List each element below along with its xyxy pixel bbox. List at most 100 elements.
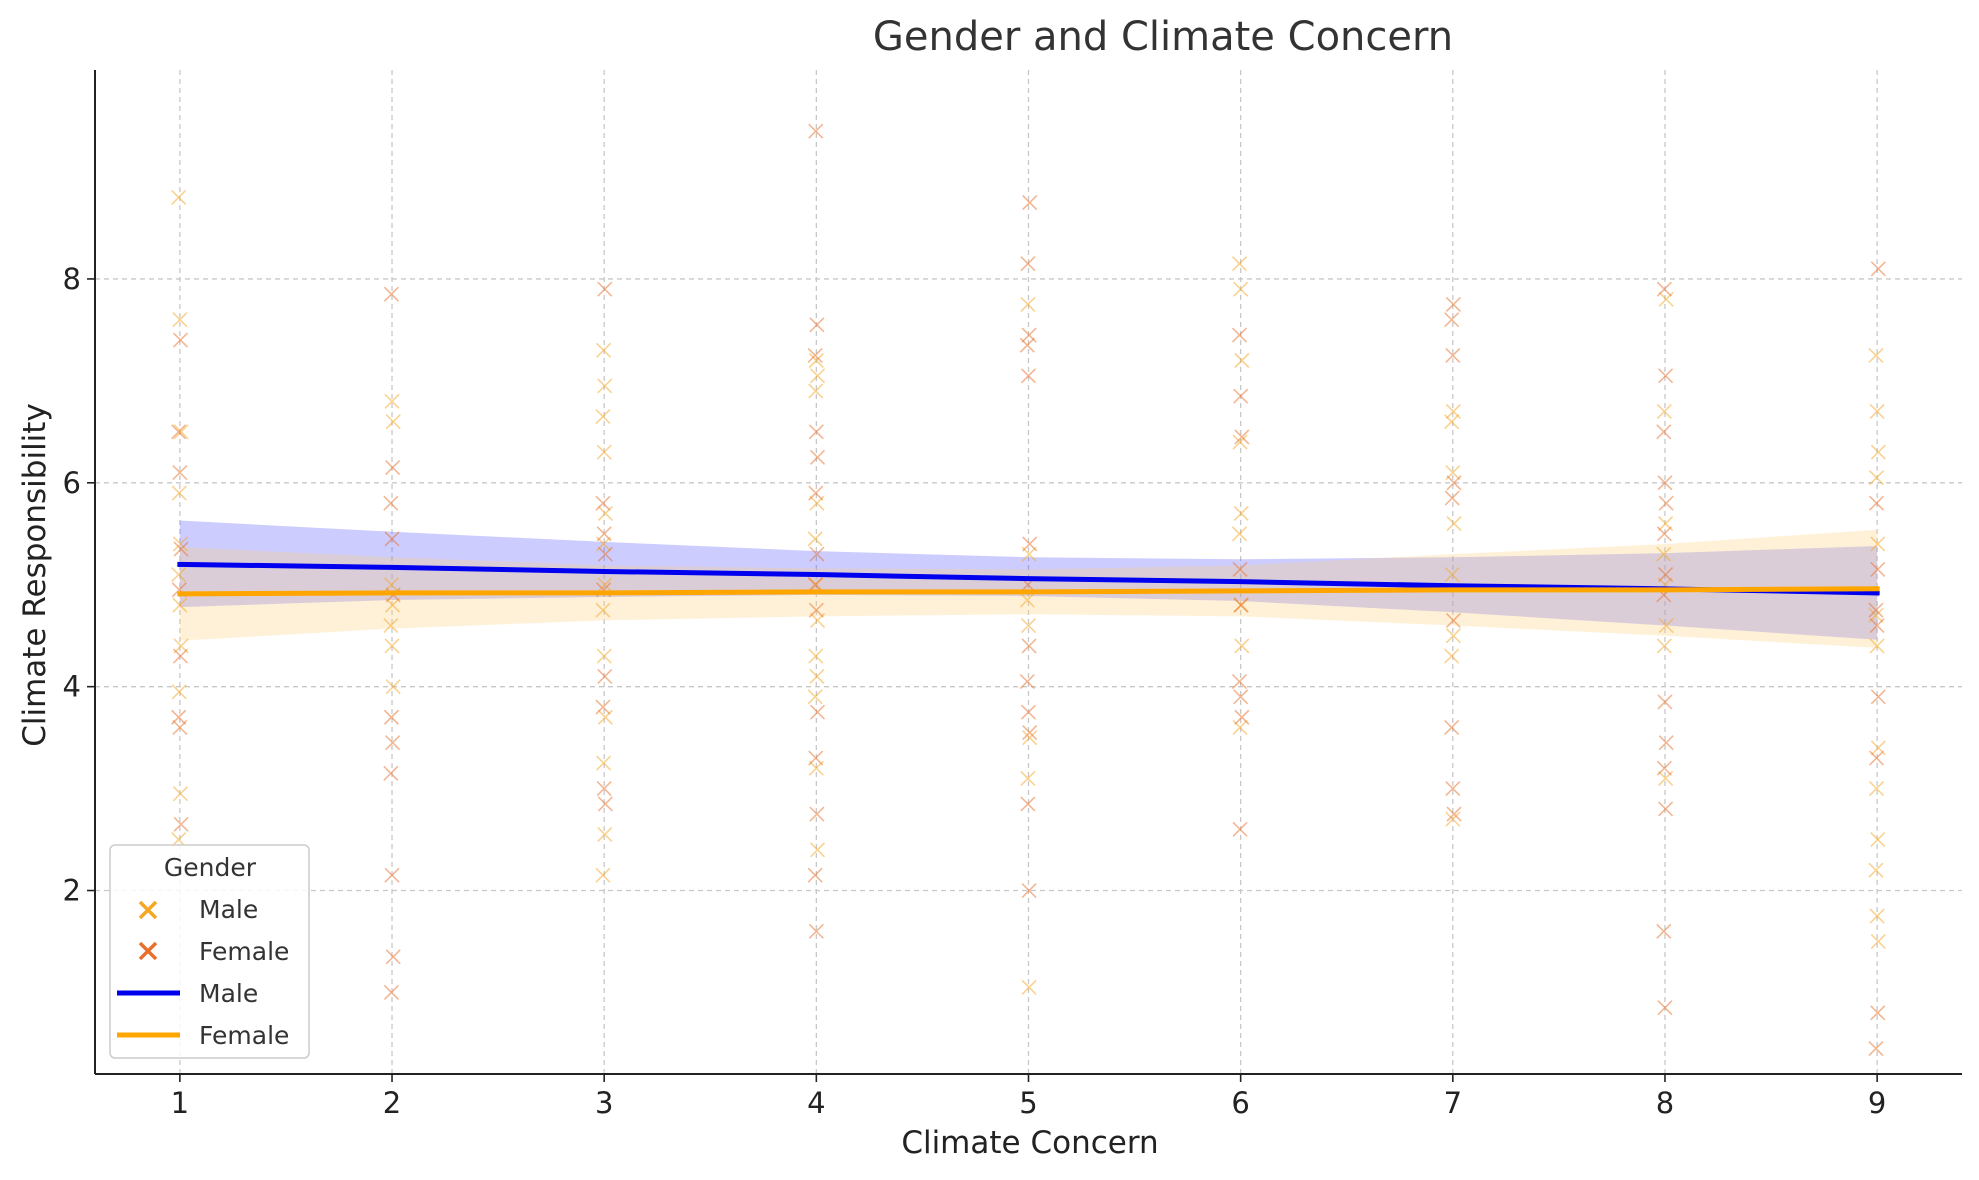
- scatter-point-stroke: [384, 393, 400, 409]
- scatter-point: [1658, 291, 1674, 307]
- scatter-point-stroke: [1870, 561, 1886, 578]
- scatter-point: [808, 383, 824, 399]
- scatter-point: [172, 786, 189, 802]
- scatter-point-stroke: [383, 617, 399, 634]
- scatter-point-stroke: [171, 189, 187, 205]
- scatter-point-stroke: [1656, 424, 1672, 440]
- scatter-point: [596, 648, 612, 664]
- scatter-point-stroke: [173, 816, 189, 832]
- scatter-point: [172, 332, 189, 348]
- scatter-point: [383, 709, 399, 725]
- scatter-point-stroke: [1231, 526, 1248, 542]
- scatter-point-stroke: [1232, 821, 1248, 837]
- scatter-point-stroke: [1020, 796, 1036, 812]
- scatter-point: [1658, 368, 1674, 384]
- scatter-point-stroke: [384, 531, 400, 547]
- scatter-point-stroke: [595, 867, 611, 883]
- scatter-point: [1657, 1000, 1673, 1016]
- scatter-point: [597, 281, 613, 297]
- scatter-point-stroke: [1019, 592, 1035, 608]
- scatter-point: [807, 867, 823, 883]
- scatter-point-stroke: [172, 648, 189, 664]
- scatter-point: [809, 368, 826, 384]
- scatter-point-stroke: [171, 684, 187, 700]
- scatter-point: [1870, 689, 1886, 705]
- scatter-point: [1656, 403, 1672, 420]
- scatter-point-stroke: [808, 383, 824, 399]
- x-tick-label: 1: [171, 1086, 189, 1120]
- y-axis-label: Climate Responsibility: [17, 403, 53, 747]
- scatter-point-stroke: [1870, 1005, 1886, 1021]
- scatter-point-stroke: [1022, 194, 1038, 211]
- legend-label-female-marker: Female: [199, 937, 289, 966]
- y-tick-label: 2: [63, 874, 81, 908]
- scatter-point: [1870, 536, 1886, 552]
- scatter-point-stroke: [1868, 495, 1885, 511]
- scatter-point-stroke: [1658, 801, 1674, 817]
- scatter-point-stroke: [1234, 429, 1250, 445]
- scatter-point: [172, 465, 188, 481]
- scatter-point-stroke: [809, 806, 825, 822]
- scatter-point-stroke: [172, 786, 189, 802]
- scatter-point: [595, 699, 611, 715]
- scatter-point-stroke: [1231, 327, 1248, 343]
- scatter-point: [384, 393, 400, 409]
- scatter-point-stroke: [171, 566, 187, 583]
- scatter-point-stroke: [1868, 470, 1885, 486]
- scatter-point-stroke: [1658, 566, 1674, 583]
- scatter-point: [809, 704, 826, 720]
- scatter-point-stroke: [1234, 709, 1250, 725]
- scatter-point: [597, 826, 613, 843]
- scatter-point-stroke: [1022, 730, 1038, 746]
- scatter-point: [1021, 327, 1037, 343]
- scatter-point-stroke: [1233, 689, 1249, 705]
- scatter-point-stroke: [807, 531, 823, 547]
- scatter-point-stroke: [808, 602, 824, 618]
- scatter-point: [1868, 347, 1884, 363]
- scatter-point: [1869, 403, 1885, 420]
- scatter-point: [1445, 628, 1461, 644]
- x-tick-label: 6: [1231, 1086, 1249, 1120]
- scatter-point: [596, 526, 612, 542]
- scatter-point-stroke: [597, 796, 613, 812]
- scatter-point-stroke: [1656, 760, 1672, 776]
- scatter-point: [597, 709, 613, 725]
- scatter-point: [596, 342, 612, 358]
- scatter-point-stroke: [1445, 781, 1461, 797]
- scatter-point-stroke: [1868, 781, 1885, 797]
- scatter-point: [1022, 730, 1038, 746]
- scatter-point-stroke: [808, 750, 824, 766]
- scatter-points: [171, 123, 1886, 1057]
- scatter-point-stroke: [1446, 516, 1462, 532]
- scatter-point: [1444, 719, 1460, 736]
- scatter-point: [807, 347, 823, 363]
- scatter-point-stroke: [384, 638, 400, 654]
- x-tick-label: 2: [383, 1086, 401, 1120]
- scatter-point: [809, 668, 825, 685]
- scatter-point-stroke: [1657, 1000, 1673, 1016]
- scatter-point-stroke: [596, 444, 612, 460]
- scatter-point-stroke: [1019, 674, 1035, 690]
- scatter-point-stroke: [1869, 617, 1885, 634]
- scatter-point: [1869, 617, 1885, 634]
- scatter-point: [1020, 296, 1036, 313]
- scatter-point-stroke: [1446, 806, 1462, 822]
- scatter-point-stroke: [1445, 403, 1461, 420]
- scatter-point: [596, 444, 612, 460]
- scatter-point: [1658, 566, 1674, 583]
- scatter-point-stroke: [171, 831, 187, 848]
- scatter-point: [1446, 475, 1462, 491]
- scatter-point: [1233, 597, 1249, 613]
- legend-entry-female-marker: Female: [138, 937, 289, 966]
- scatter-point-stroke: [1870, 444, 1886, 460]
- scatter-point: [597, 505, 613, 521]
- scatter-point: [171, 566, 187, 583]
- x-tick-label: 8: [1656, 1086, 1674, 1120]
- scatter-point-stroke: [1445, 612, 1461, 628]
- scatter-point: [595, 867, 611, 883]
- scatter-point-stroke: [1657, 475, 1673, 491]
- scatter-point: [1868, 750, 1885, 766]
- scatter-point: [1656, 638, 1672, 654]
- scatter-point: [597, 378, 613, 394]
